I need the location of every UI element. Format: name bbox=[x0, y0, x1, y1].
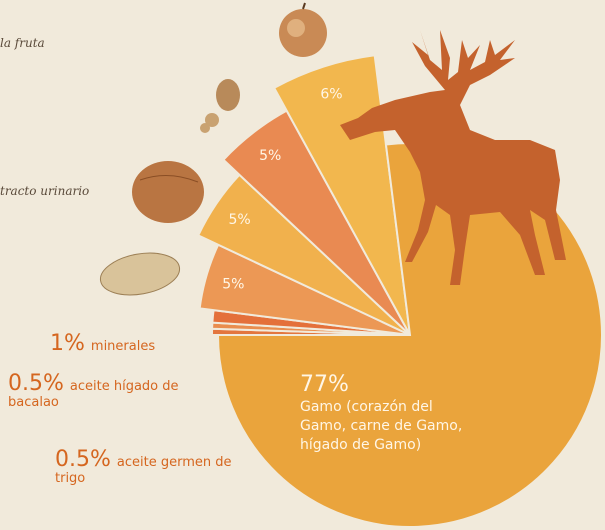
onion bbox=[132, 161, 204, 223]
nuts bbox=[200, 79, 240, 133]
infographic: 5%5%5%6% la fruta tracto urinario 1%mine… bbox=[0, 0, 605, 530]
potato bbox=[97, 247, 183, 300]
slice-label: 77%Gamo (corazón del Gamo, carne de Gamo… bbox=[300, 372, 475, 455]
slice-label: 0.5%aceite hígado de bacalao bbox=[8, 376, 208, 411]
annotation: tracto urinario bbox=[0, 184, 89, 198]
category-label: minerales bbox=[91, 339, 155, 354]
value-label: 0.5% bbox=[8, 371, 64, 396]
slice-label: 0.5%aceite germen de trigo bbox=[55, 452, 260, 487]
annotation: la fruta bbox=[0, 36, 45, 50]
value-label: 77% bbox=[300, 372, 475, 398]
slice-label: 1%minerales bbox=[50, 336, 155, 355]
category-label: Gamo (corazón del Gamo, carne de Gamo, h… bbox=[300, 399, 462, 453]
value-label: 5% bbox=[229, 212, 251, 228]
value-label: 5% bbox=[259, 148, 281, 164]
value-label: 1% bbox=[50, 331, 85, 356]
apple bbox=[279, 3, 327, 57]
value-label: 5% bbox=[222, 277, 244, 293]
value-label: 0.5% bbox=[55, 447, 111, 472]
value-label: 6% bbox=[320, 86, 342, 102]
